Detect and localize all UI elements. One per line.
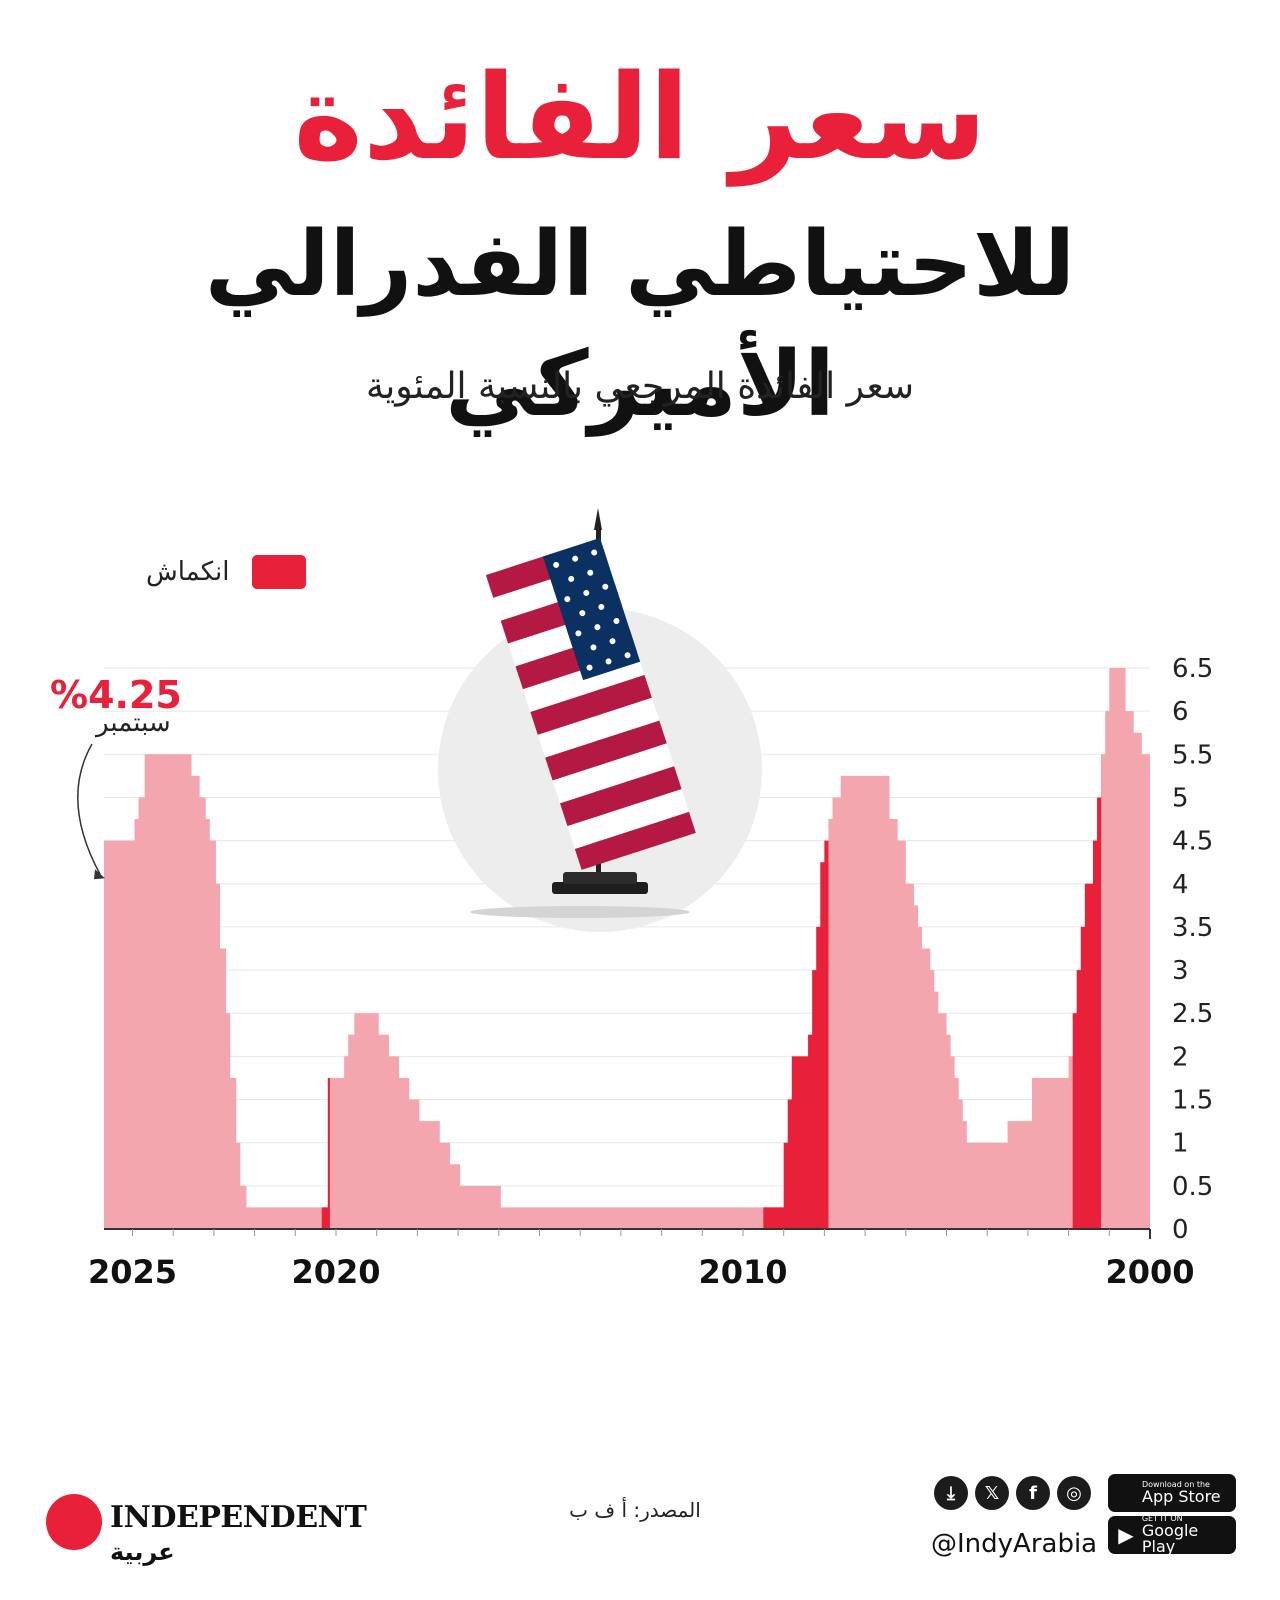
y-tick-label: 4.5 (1172, 827, 1213, 857)
y-tick-label: 5.5 (1172, 740, 1213, 770)
logo-text: INDEPENDENT (110, 1500, 367, 1535)
legend: انكماش (146, 552, 306, 592)
google-play-button[interactable]: ▶ GET IT ON Google Play (1108, 1514, 1236, 1556)
y-tick-label: 0 (1172, 1215, 1189, 1245)
instagram-icon[interactable]: ◎ (1057, 1476, 1091, 1510)
y-tick-label: 2 (1172, 1042, 1189, 1072)
google-play-small: GET IT ON (1141, 1514, 1183, 1523)
logo-arabic: عربية (110, 1538, 175, 1566)
us-flag-illustration (438, 508, 762, 932)
eagle-icon (46, 1494, 102, 1550)
rate-area (104, 668, 1150, 1229)
legend-label: انكماش (146, 557, 230, 587)
gridlines: 0 0.5 1 1.5 2 2.5 3 3.5 4 4.5 5 5.5 6 6.5 (104, 654, 1213, 1245)
page-title: سعر الفائدة (293, 48, 987, 186)
y-tick-label: 6.5 (1172, 654, 1213, 684)
callout-arrow-head (94, 869, 105, 880)
callout-arrow-line (77, 743, 101, 875)
y-tick-label: 2.5 (1172, 999, 1213, 1029)
independent-logo[interactable]: INDEPENDENT عربية (46, 1494, 367, 1574)
y-tick-label: 3 (1172, 956, 1189, 986)
x-tick-label: 2025 (88, 1253, 177, 1291)
y-tick-label: 4 (1172, 870, 1189, 900)
recession-band (1072, 668, 1102, 1229)
source-credit: المصدر: أ ف ب (569, 1498, 701, 1522)
app-store-small: Download on the (1142, 1480, 1210, 1489)
play-icon: ▶ (1118, 1523, 1134, 1547)
app-store-button[interactable]: Download on the App Store (1108, 1474, 1236, 1512)
social-handle[interactable]: @IndyArabia (931, 1529, 1098, 1559)
y-tick-label: 5 (1172, 783, 1189, 813)
chart-axes: 2025 2020 2010 2000 (88, 1228, 1195, 1291)
x-tick-label: 2020 (291, 1253, 380, 1291)
social-links: ⤓ 𝕏 f ◎ (934, 1476, 1091, 1510)
page-title-line2: للاحتياطي الفدرالي الأميركي (204, 212, 1076, 437)
callout-month: سبتمبر (96, 708, 171, 738)
y-tick-label: 6 (1172, 697, 1189, 727)
y-tick-label: 1.5 (1172, 1086, 1213, 1116)
y-tick-label: 0.5 (1172, 1172, 1213, 1202)
x-tick-label: 2010 (698, 1253, 787, 1291)
google-play-big: Google Play (1141, 1521, 1199, 1556)
chart-subtitle: سعر الفائدة المرجعي بالنسبة المئوية (365, 366, 915, 407)
facebook-icon[interactable]: f (1016, 1476, 1050, 1510)
callout-value: %4.25 (50, 673, 182, 717)
recession-band (321, 668, 330, 1229)
app-store-big: App Store (1142, 1487, 1221, 1506)
interest-rate-chart: 0 0.5 1 1.5 2 2.5 3 3.5 4 4.5 5 5.5 6 6.5 (77, 508, 1213, 1291)
y-tick-label: 1 (1172, 1129, 1189, 1159)
x-tick-label: 2000 (1105, 1253, 1194, 1291)
legend-swatch (251, 555, 306, 589)
download-icon[interactable]: ⤓ (934, 1476, 968, 1510)
y-tick-label: 3.5 (1172, 913, 1213, 943)
callout-arrow (77, 743, 105, 880)
recession-band (763, 668, 829, 1229)
x-icon[interactable]: 𝕏 (975, 1476, 1009, 1510)
